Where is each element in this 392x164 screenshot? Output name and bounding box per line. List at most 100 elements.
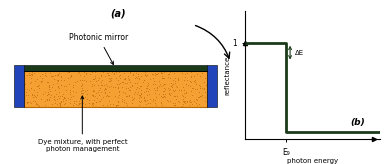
Point [59,94,65,97]
Point [122,77,128,79]
Point [158,101,164,103]
Point [78,92,85,94]
Point [174,95,180,97]
Point [114,101,121,104]
Point [181,88,187,91]
Point [92,95,98,97]
Point [70,85,76,88]
Point [137,95,143,98]
Point [42,72,48,75]
Point [125,78,132,80]
Point [34,84,40,87]
Point [192,87,198,90]
Point [115,79,121,81]
Point [138,89,144,91]
Point [144,99,151,101]
Point [143,87,149,90]
Point [98,81,104,83]
Point [174,86,180,88]
Point [68,95,74,98]
Point [80,102,86,104]
Point [84,98,90,100]
Point [196,83,202,86]
Point [24,102,30,104]
Point [160,92,166,95]
Point [192,81,198,84]
Point [61,103,67,105]
Point [116,71,123,74]
Point [161,94,167,97]
Point [172,82,178,85]
Point [68,75,74,78]
Point [55,84,61,87]
Point [201,81,207,83]
Point [184,78,191,81]
Point [83,73,89,75]
Point [94,97,100,100]
Point [129,99,135,102]
Point [67,89,73,91]
Point [93,79,99,82]
Point [42,99,48,102]
Point [114,85,121,88]
Point [138,92,144,94]
Point [89,82,95,85]
Point [64,88,70,91]
Point [132,72,139,75]
Point [182,76,188,79]
Point [34,93,40,96]
Point [66,83,73,86]
Point [146,93,152,96]
Point [106,79,113,82]
Point [130,97,136,100]
Point [29,73,35,75]
Point [199,71,205,74]
Point [76,100,82,102]
Point [49,75,55,77]
Point [52,102,58,105]
Point [144,87,151,90]
Point [152,89,158,92]
Point [120,81,126,83]
Point [156,92,162,95]
Point [197,75,203,77]
Point [82,103,88,105]
Point [47,72,53,74]
Point [130,97,136,100]
Point [112,85,118,88]
Point [106,76,112,79]
Point [76,102,82,104]
Point [102,95,109,97]
Point [108,78,114,81]
Point [202,99,208,102]
Point [149,99,156,102]
Point [190,86,196,89]
Point [153,104,160,107]
Point [39,73,45,75]
Point [189,94,195,96]
Point [170,89,176,92]
Point [123,81,130,84]
Point [96,89,102,92]
Point [45,93,51,96]
Point [153,89,160,91]
Point [31,72,37,75]
Point [134,93,140,96]
Point [116,83,122,86]
Point [199,94,205,97]
Point [39,80,45,83]
Point [46,84,52,87]
Point [79,89,85,92]
Point [78,87,85,90]
Point [51,95,57,98]
Point [171,90,178,92]
Point [179,93,185,96]
Point [122,77,128,80]
Point [160,90,167,92]
Point [81,78,87,81]
Point [138,100,144,102]
Point [125,75,131,77]
Point [57,104,63,107]
Point [115,87,121,89]
Point [134,77,140,80]
